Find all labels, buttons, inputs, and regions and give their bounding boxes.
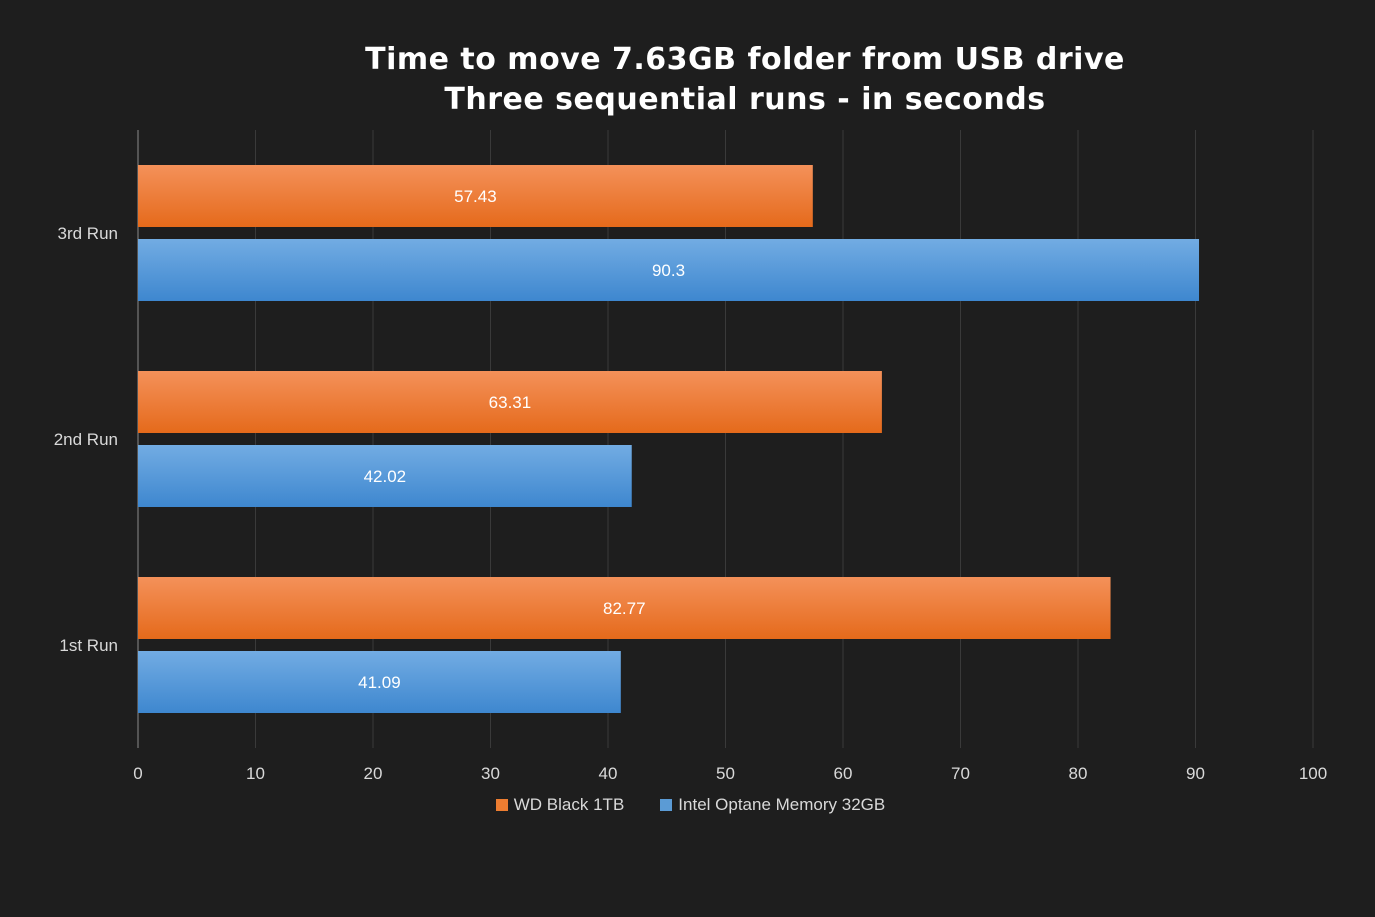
bar [138,651,621,713]
bar [138,165,813,227]
x-tick-label: 30 [481,764,500,783]
data-label: 90.3 [652,261,685,280]
x-tick-label: 70 [951,764,970,783]
legend-item-wd-black: WD Black 1TB [495,795,625,815]
x-tick-label: 80 [1069,764,1088,783]
y-category-label: 3rd Run [58,224,118,243]
x-tick-label: 100 [1299,764,1327,783]
chart-title-line1: Time to move 7.63GB folder from USB driv… [365,42,1125,77]
bar [138,239,1200,301]
bars [138,165,1200,713]
bar [138,371,882,433]
data-label: 42.02 [364,467,407,486]
x-tick-label: 20 [364,764,383,783]
chart-title: Time to move 7.63GB folder from USB driv… [0,40,1375,120]
legend-swatch-orange [495,799,508,811]
y-category-label: 1st Run [59,636,118,655]
x-tick-label: 90 [1186,764,1205,783]
x-tick-label: 60 [834,764,853,783]
y-category-label: 2nd Run [54,430,118,449]
labels: 0 10 20 30 40 50 60 70 80 90 100 3rd Run 57.43 90.3 2n… [54,187,1327,783]
legend-label: WD Black 1TB [513,795,625,814]
bar [138,445,632,507]
bar [138,577,1111,639]
x-tick-label: 40 [599,764,618,783]
legend: WD Black 1TB Intel Optane Memory 32GB [0,795,1375,815]
gridlines [137,130,1314,748]
data-label: 82.77 [603,599,646,618]
legend-swatch-blue [660,799,673,811]
chart-subtitle: Three sequential runs - in seconds [444,82,1046,117]
x-tick-label: 10 [246,764,265,783]
data-label: 63.31 [489,393,532,412]
x-tick-label: 50 [716,764,735,783]
legend-label: Intel Optane Memory 32GB [678,795,886,814]
x-tick-label: 0 [133,764,142,783]
legend-item-intel-optane: Intel Optane Memory 32GB [660,795,885,815]
data-label: 57.43 [454,187,497,206]
data-label: 41.09 [358,673,401,692]
